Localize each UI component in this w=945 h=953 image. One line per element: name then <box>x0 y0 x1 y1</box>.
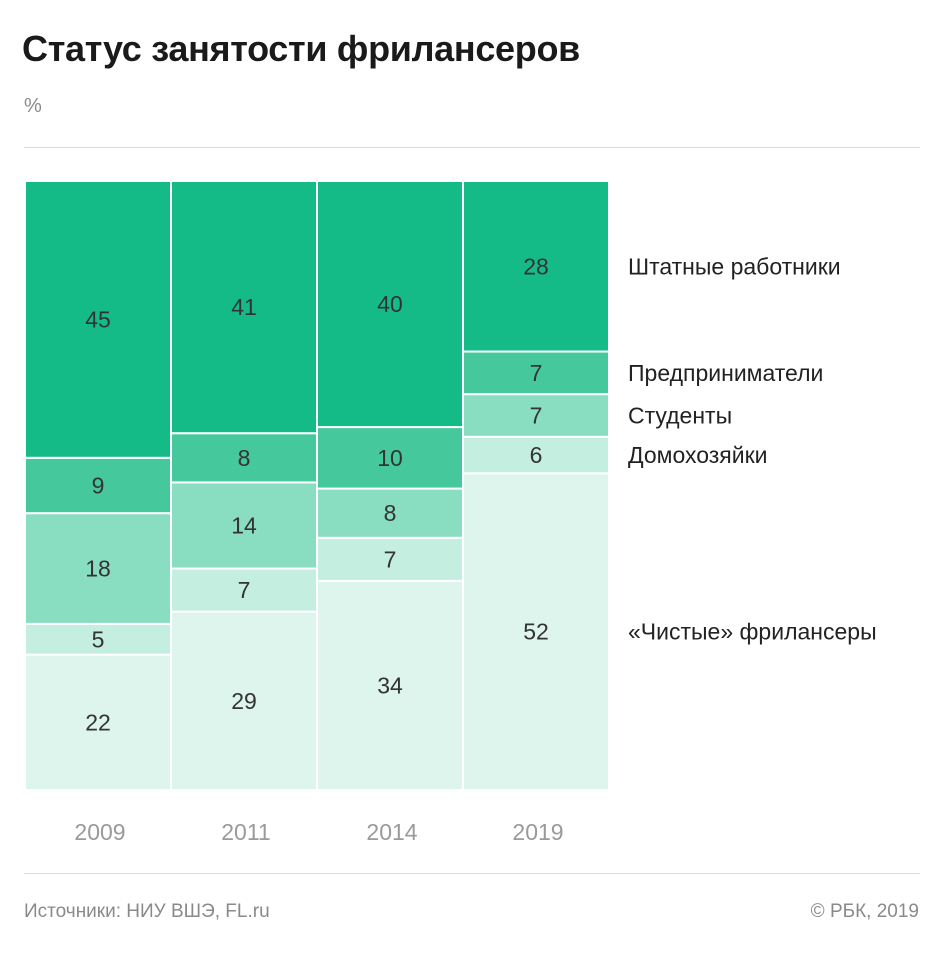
copyright-note: © РБК, 2019 <box>810 901 919 922</box>
bar-segment-2009-штатные-работники <box>24 180 172 459</box>
bottom-divider <box>24 873 920 874</box>
chart-area: 22 5 18 9 45 29 7 14 8 41 34 7 8 10 40 52 6 7 7 28 2009 2011… <box>24 180 877 845</box>
data-label-2019-чистые-фрилансеры: 52 <box>523 619 549 645</box>
bar-segment-2014-студенты <box>316 487 464 539</box>
bar-segment-2019-штатные-работники <box>462 180 610 353</box>
data-label-2011-штатные-работники: 41 <box>231 294 257 320</box>
data-label-2011-предприниматели: 8 <box>238 445 251 471</box>
legend-item-штатные-работники: Штатные работники <box>628 253 841 279</box>
bar-segment-2011-предприниматели <box>170 432 318 484</box>
data-label-2009-чистые-фрилансеры: 22 <box>85 709 111 735</box>
x-tick-2019: 2019 <box>512 819 563 845</box>
legend-item-предприниматели: Предприниматели <box>628 360 823 386</box>
data-label-2014-предприниматели: 10 <box>377 445 403 471</box>
data-label-2014-студенты: 8 <box>384 500 397 526</box>
data-label-2019-домохозяйки: 6 <box>530 442 543 468</box>
bar-segment-2009-чистые-фрилансеры <box>24 653 172 792</box>
legend-item-домохозяйки: Домохозяйки <box>628 442 768 468</box>
data-label-2014-домохозяйки: 7 <box>384 546 397 572</box>
data-label-2009-предприниматели: 9 <box>92 473 105 499</box>
bar-segment-2019-предприниматели <box>462 350 610 396</box>
x-tick-2011: 2011 <box>221 819 270 845</box>
data-label-2019-предприниматели: 7 <box>530 360 543 386</box>
x-axis-ticks: 2009 2011 2014 2019 <box>74 819 563 845</box>
bar-segment-2011-штатные-работники <box>170 180 318 435</box>
bar-segment-2019-домохозяйки <box>462 435 610 475</box>
bar-segment-2014-штатные-работники <box>316 180 464 429</box>
legend-item-чистые-фрилансеры: «Чистые» фрилансеры <box>628 619 877 645</box>
legend: «Чистые» фрилансеры Домохозяйки Студенты Пр… <box>628 253 877 644</box>
unit-label: % <box>24 95 42 117</box>
data-label-2009-штатные-работники: 45 <box>85 306 111 332</box>
data-label-2011-студенты: 14 <box>231 512 257 538</box>
data-label-2019-штатные-работники: 28 <box>523 253 549 279</box>
x-tick-2009: 2009 <box>74 819 125 845</box>
data-label-2014-штатные-работники: 40 <box>377 291 403 317</box>
chart-title: Статус занятости фрилансеров <box>22 28 580 69</box>
stacked-bars: 22 5 18 9 45 29 7 14 8 41 34 7 8 10 40 52 6 7 7 28 <box>24 180 610 792</box>
data-label-2011-домохозяйки: 7 <box>238 577 251 603</box>
source-note: Источники: НИУ ВШЭ, FL.ru <box>24 901 270 922</box>
legend-item-студенты: Студенты <box>628 402 732 428</box>
data-label-2009-студенты: 18 <box>85 556 111 582</box>
bar-segment-2019-чистые-фрилансеры <box>462 472 610 791</box>
data-label-2009-домохозяйки: 5 <box>92 626 105 652</box>
data-label-2019-студенты: 7 <box>530 402 543 428</box>
top-divider <box>24 147 920 148</box>
data-label-2014-чистые-фрилансеры: 34 <box>377 672 403 698</box>
bar-segment-2019-студенты <box>462 393 610 438</box>
bar-segment-2014-чистые-фрилансеры <box>316 579 464 792</box>
x-tick-2014: 2014 <box>366 819 417 845</box>
data-label-2011-чистые-фрилансеры: 29 <box>231 688 257 714</box>
